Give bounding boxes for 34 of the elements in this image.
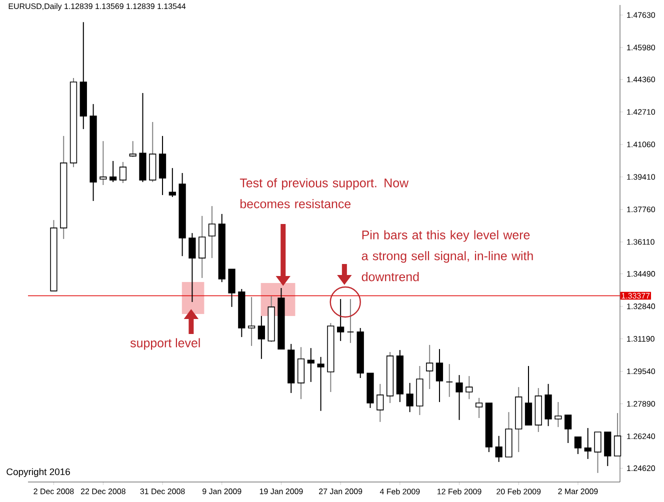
candlestick xyxy=(574,436,582,455)
candlestick xyxy=(594,431,602,474)
candlestick xyxy=(248,296,256,346)
candlestick xyxy=(129,140,136,158)
candlestick xyxy=(554,402,562,428)
candlestick xyxy=(208,206,216,259)
candlestick xyxy=(337,298,344,342)
candlestick xyxy=(564,414,572,444)
candlestick xyxy=(188,232,196,302)
candlestick xyxy=(436,348,444,403)
candlestick xyxy=(524,365,532,426)
candlestick xyxy=(198,215,206,278)
candlestick xyxy=(100,140,107,186)
candlestick xyxy=(446,364,453,398)
annotation: support level xyxy=(130,338,200,350)
candlestick xyxy=(228,268,236,308)
candlestick xyxy=(168,168,176,198)
candlestick xyxy=(119,161,127,184)
candlestick xyxy=(584,428,592,460)
candlestick xyxy=(110,160,117,183)
candlestick xyxy=(466,376,473,400)
annotation: Pin bars at this key level were a strong sell signal, in-line with downtrend xyxy=(362,230,533,282)
candlestick xyxy=(475,397,483,418)
candlestick xyxy=(406,382,414,413)
candlestick xyxy=(495,435,502,462)
candlestick xyxy=(307,348,314,382)
candlestick xyxy=(456,374,463,420)
annotation: Copyright 2016 xyxy=(6,468,70,478)
candlestick xyxy=(426,344,434,390)
candlestick xyxy=(376,383,384,422)
candlestick xyxy=(258,315,266,360)
candlestick xyxy=(346,298,354,344)
annotation: Test of previous support. Now becomes resistance xyxy=(240,178,409,208)
candlestick xyxy=(317,356,324,412)
